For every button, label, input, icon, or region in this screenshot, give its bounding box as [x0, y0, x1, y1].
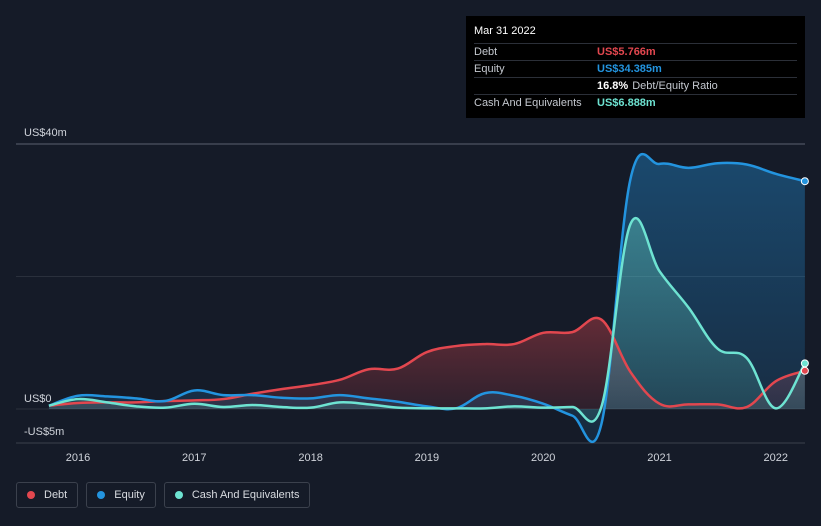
debt-end-point — [800, 366, 809, 375]
chart-legend: Debt Equity Cash And Equivalents — [16, 482, 311, 508]
legend-item-cash[interactable]: Cash And Equivalents — [163, 482, 311, 508]
tooltip-debt-label: Debt — [474, 46, 498, 58]
tooltip-cash-label: Cash And Equivalents — [474, 97, 582, 109]
x-tick-label: 2019 — [415, 452, 439, 464]
y-axis-bottom-label: -US$5m — [24, 426, 64, 438]
legend-debt-label: Debt — [44, 489, 68, 501]
legend-cash-label: Cash And Equivalents — [191, 489, 300, 501]
x-tick-label: 2016 — [66, 452, 90, 464]
tooltip-debt-row: Debt US$5.766m — [474, 43, 797, 60]
debt-dot-icon — [27, 491, 35, 499]
cash-area — [48, 218, 805, 422]
cash-dot-icon — [174, 491, 183, 499]
x-tick-label: 2021 — [647, 452, 671, 464]
legend-equity-label: Equity — [114, 489, 145, 501]
tooltip-ratio-value: 16.8% — [597, 80, 629, 92]
hover-tooltip: Mar 31 2022 Debt US$5.766m Equity US$34.… — [466, 16, 805, 118]
x-tick-label: 2018 — [298, 452, 322, 464]
equity-dot-icon — [97, 491, 106, 499]
tooltip-equity-label: Equity — [474, 63, 505, 75]
legend-item-debt[interactable]: Debt — [16, 482, 79, 508]
y-axis-top-label: US$40m — [24, 127, 67, 139]
tooltip-date: Mar 31 2022 — [474, 25, 536, 37]
x-tick-label: 2022 — [764, 452, 788, 464]
tooltip-equity-row: Equity US$34.385m — [474, 60, 797, 77]
cash-line — [48, 216, 806, 423]
tooltip-equity-value: US$34.385m — [597, 63, 662, 75]
tooltip-debt-value: US$5.766m — [597, 46, 656, 58]
debt-line — [48, 316, 806, 410]
x-tick-label: 2020 — [531, 452, 555, 464]
equity-end-point — [800, 177, 809, 186]
x-tick-label: 2017 — [182, 452, 206, 464]
cash-end-point — [800, 359, 809, 368]
tooltip-ratio-label: Debt/Equity Ratio — [632, 80, 718, 92]
tooltip-cash-row: Cash And Equivalents US$6.888m — [474, 94, 797, 111]
tooltip-ratio-row: 16.8% Debt/Equity Ratio — [474, 77, 797, 94]
legend-item-equity[interactable]: Equity — [86, 482, 156, 508]
tooltip-cash-value: US$6.888m — [597, 97, 656, 109]
y-axis-zero-label: US$0 — [24, 393, 52, 405]
